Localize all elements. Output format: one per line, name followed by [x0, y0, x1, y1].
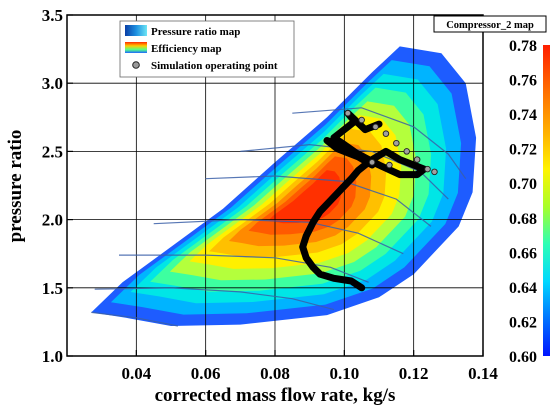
- legend-label: Efficiency map: [151, 43, 222, 55]
- y-tick-label: 1.5: [42, 279, 63, 298]
- y-tick-labels: 1.0 1.5 2.0 2.5 3.0 3.5: [42, 6, 63, 366]
- colorbar-tick-label: 0.64: [509, 280, 537, 297]
- map-title: Compressor_2 map: [446, 20, 534, 31]
- simulation-point: [432, 169, 438, 175]
- pressure-ratio-swatch-icon: [125, 25, 147, 36]
- map-title-box: Compressor_2 map: [434, 16, 546, 32]
- colorbar: 0.78 0.76 0.74 0.72 0.70 0.68 0.66 0.64 0.62 0.60: [509, 38, 550, 366]
- colorbar-tick-label: 0.62: [509, 314, 537, 331]
- simulation-point: [345, 110, 351, 116]
- colorbar-tick-label: 0.70: [509, 176, 537, 193]
- y-tick-label: 1.0: [42, 347, 63, 366]
- x-tick-labels: 0.04 0.06 0.08 0.10 0.12 0.14: [121, 364, 498, 383]
- simulation-point: [359, 117, 365, 123]
- x-tick-label: 0.06: [191, 364, 221, 383]
- legend-label: Simulation operating point: [151, 60, 278, 72]
- y-axis-title: pressure ratio: [5, 130, 26, 243]
- colorbar-tick-label: 0.78: [509, 38, 537, 55]
- simulation-point: [394, 140, 400, 146]
- y-tick-label: 2.5: [42, 142, 63, 161]
- operating-point-marker-icon: [133, 62, 140, 69]
- colorbar-gradient: [543, 45, 550, 356]
- simulation-point: [404, 149, 410, 155]
- simulation-point: [383, 131, 389, 137]
- x-tick-label: 0.04: [121, 364, 151, 383]
- colorbar-tick-label: 0.68: [509, 211, 537, 228]
- colorbar-tick-label: 0.76: [509, 73, 537, 90]
- colorbar-tick-label: 0.74: [509, 107, 537, 124]
- colorbar-tick-label: 0.72: [509, 142, 537, 159]
- x-tick-label: 0.12: [399, 364, 429, 383]
- legend: Pressure ratio map Efficiency map Simula…: [120, 21, 294, 77]
- simulation-point: [369, 160, 375, 166]
- x-tick-label: 0.08: [260, 364, 290, 383]
- efficiency-swatch-icon: [125, 42, 147, 53]
- y-tick-label: 2.0: [42, 211, 63, 230]
- simulation-point: [425, 166, 431, 172]
- colorbar-tick-label: 0.60: [509, 349, 537, 366]
- y-tick-label: 3.5: [42, 6, 63, 25]
- legend-label: Pressure ratio map: [151, 26, 240, 38]
- simulation-point: [373, 124, 379, 130]
- simulation-point: [387, 162, 393, 168]
- y-tick-label: 3.0: [42, 74, 63, 93]
- simulation-point: [414, 157, 420, 163]
- x-tick-label: 0.10: [329, 364, 359, 383]
- colorbar-tick-label: 0.66: [509, 245, 537, 262]
- x-tick-label: 0.14: [468, 364, 498, 383]
- x-axis-title: corrected mass flow rate, kg/s: [155, 385, 396, 406]
